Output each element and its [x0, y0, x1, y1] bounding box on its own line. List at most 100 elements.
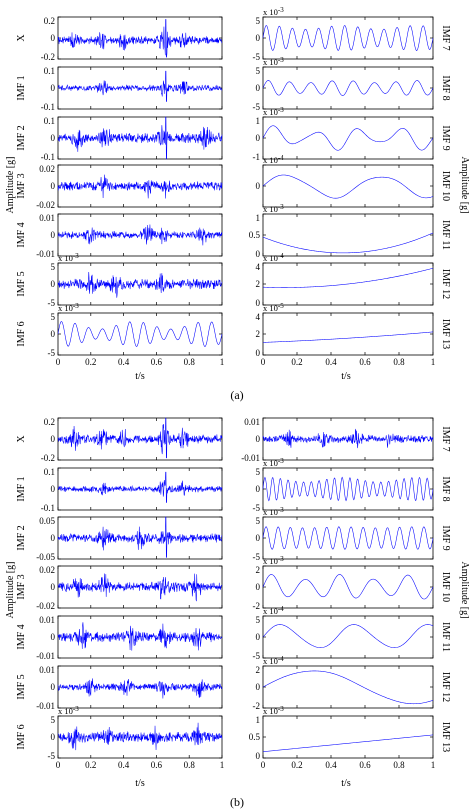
subplot-b-imf-8: 5 0 -5 x 10-3 IMF 8	[253, 457, 452, 513]
signal-series	[57, 271, 223, 298]
y-tick-label: 0	[51, 632, 56, 642]
x-tick-label: 1	[220, 760, 225, 770]
imf-label: IMF 6	[16, 321, 27, 346]
imf-label: IMF 10	[440, 572, 451, 602]
subplot-a-imf-7: 5 0 -5 x 10-3 IMF 7	[253, 6, 452, 62]
subplot-b-imf-10: 2 0 -2 x 10-3 IMF 10	[253, 555, 452, 611]
imf-label: IMF 12	[440, 672, 451, 702]
y-tick-label: 5	[256, 16, 261, 26]
signal-series	[262, 734, 434, 752]
y-tick-label: -0.2	[41, 453, 55, 463]
subplot-a-imf-2: 0.1 0 -0.1 IMF 2	[16, 116, 223, 162]
y-tick-label: 0.2	[44, 417, 55, 427]
y-tick-label: 0	[51, 181, 56, 191]
panel-a-left-ylabel: Amplitude [g]	[5, 157, 16, 214]
x-tick-label: 0.6	[359, 357, 371, 367]
plot-frame	[262, 213, 434, 257]
x-tick-label: 0	[56, 357, 61, 367]
y-tick-label: 5	[51, 262, 56, 272]
x-tick-label: 0.8	[393, 760, 405, 770]
subplot-a-imf-4: 0.01 0 -0.01 IMF 4	[16, 213, 223, 259]
exponent-label: x 10-3	[263, 705, 284, 716]
signal-series	[57, 174, 223, 199]
y-tick-label: 0	[51, 329, 56, 339]
panel-b-left-xlabel: t/s	[135, 778, 145, 789]
y-tick-label: 1	[256, 715, 261, 725]
y-tick-label: 0	[51, 582, 56, 592]
x-tick-label: 0	[261, 357, 266, 367]
y-tick-label: -0.1	[41, 503, 55, 513]
x-tick-label: 0.2	[85, 760, 96, 770]
exponent-label: x 10-4	[263, 605, 284, 616]
imf-label: IMF 9	[440, 525, 451, 550]
subplot-b-imf-11: 5 0 -5 x 10-4 IMF 11	[253, 605, 452, 661]
x-tick-label: 0.2	[85, 357, 96, 367]
x-tick-label: 0	[261, 760, 266, 770]
y-tick-label: -1	[253, 152, 261, 162]
y-tick-label: 5	[51, 312, 56, 322]
y-tick-label: -5	[48, 298, 56, 308]
y-tick-label: 0.02	[39, 565, 55, 575]
signal-series	[262, 428, 434, 449]
signal-series	[57, 516, 223, 558]
y-tick-label: 0	[256, 33, 261, 43]
y-tick-label: -5	[253, 503, 261, 513]
imf-label: X	[16, 34, 27, 42]
panel-b-right-xlabel: t/s	[341, 778, 351, 789]
y-tick-label: 0	[256, 181, 261, 191]
imf-label: IMF 13	[440, 722, 451, 752]
y-tick-label: 0	[256, 632, 261, 642]
y-tick-label: 0	[256, 83, 261, 93]
subplot-a-imf-13: 4 2 00 0.2 0.4 0.6 0.8 1 x 10-5 IMF 13	[256, 302, 452, 367]
plot-frame	[262, 665, 434, 709]
signal-series	[57, 321, 223, 347]
exponent-label: x 10-3	[263, 457, 284, 468]
imf-label: IMF 5	[16, 674, 27, 699]
y-tick-label: 0	[51, 533, 56, 543]
y-tick-label: 0	[256, 133, 261, 143]
exponent-label: x 10-3	[58, 302, 79, 313]
x-tick-label: 0.6	[151, 357, 163, 367]
imf-label: IMF 1	[16, 75, 27, 100]
y-tick-label: -0.1	[41, 152, 55, 162]
signal-series	[262, 174, 434, 199]
y-tick-label: 0	[256, 582, 261, 592]
y-tick-label: -0.01	[241, 453, 260, 463]
imf-label: IMF 2	[16, 125, 27, 150]
x-tick-label: 0.8	[393, 357, 405, 367]
y-tick-label: 5	[51, 715, 56, 725]
imf-label: IMF 4	[16, 624, 27, 649]
panel-a-label: (a)	[230, 388, 243, 402]
y-tick-label: 2	[256, 279, 261, 289]
subplot-a-imf-10: 0 x 10-4 IMF 10	[256, 154, 451, 208]
imf-label: IMF 6	[16, 724, 27, 749]
imf-label: IMF 2	[16, 525, 27, 550]
subplot-b-imf-1: 0.1 0 -0.1 IMF 1	[16, 467, 223, 513]
y-tick-label: 0.1	[44, 66, 55, 76]
signal-series	[57, 722, 223, 751]
subplot-b-x: 0.2 0 -0.2 X	[16, 417, 223, 463]
y-tick-label: -5	[48, 348, 56, 358]
signal-series	[57, 224, 223, 246]
imf-label: IMF 9	[440, 125, 451, 150]
imf-label: IMF 11	[440, 622, 451, 652]
y-tick-label: 1	[256, 116, 261, 126]
y-tick-label: -5	[253, 102, 261, 112]
imf-label: IMF 8	[440, 75, 451, 100]
y-tick-label: -2	[253, 701, 261, 711]
subplot-a-imf-3: 0.02 0 -0.02 IMF 3	[16, 164, 223, 210]
x-tick-label: 1	[431, 760, 436, 770]
x-tick-label: 0.8	[184, 760, 196, 770]
y-tick-label: -0.01	[36, 249, 55, 259]
signal-series	[57, 417, 223, 459]
y-tick-label: 0	[256, 434, 261, 444]
subplot-a-imf-9: 1 0 -1 x 10-3 IMF 9	[253, 106, 452, 162]
panel-b-right-ylabel: Amplitude [g]	[459, 562, 470, 619]
imf-label: IMF 1	[16, 476, 27, 501]
y-tick-label: 5	[256, 467, 261, 477]
subplot-a-imf-8: 5 0 -5 x 10-3 IMF 8	[253, 56, 452, 112]
exponent-label: x 10-3	[263, 106, 284, 117]
signal-series	[262, 267, 434, 288]
y-tick-label: -2	[253, 601, 261, 611]
